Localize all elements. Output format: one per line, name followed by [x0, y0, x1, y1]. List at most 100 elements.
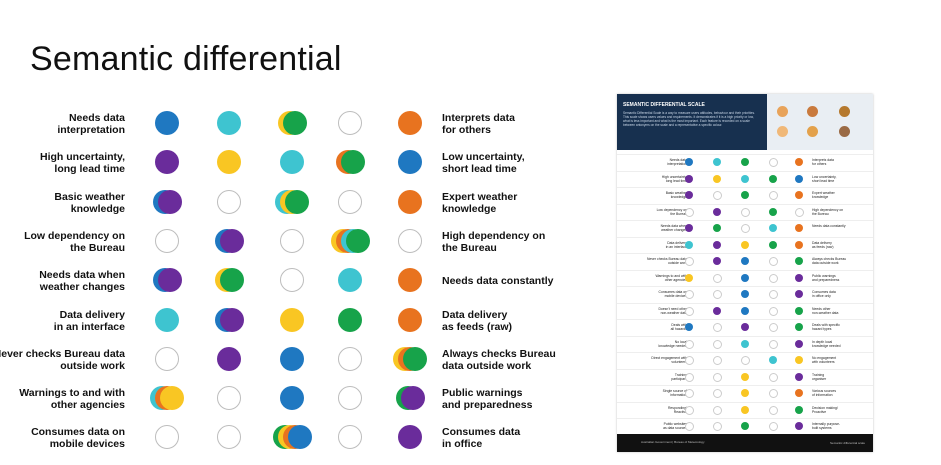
- orange-persona-dot: [398, 189, 422, 214]
- blue-poster-dot: [741, 290, 749, 298]
- poster-left-label: Low dependency on the Bureau: [656, 207, 687, 216]
- poster-empty-circle: [769, 191, 778, 200]
- scale-point: [204, 425, 254, 451]
- green-poster-dot: [741, 422, 749, 430]
- persona-avatar: [807, 126, 818, 137]
- scale-point: [385, 307, 435, 334]
- scale-row: Needs data interpretation Interprets data…: [0, 104, 600, 144]
- poster-right-label: Interprets data for others: [812, 158, 834, 166]
- poster-right-label: Deals with specific hazard types: [812, 323, 840, 331]
- poster-empty-circle: [685, 207, 694, 217]
- scale-point: [267, 228, 317, 255]
- yellow-poster-dot: [741, 405, 749, 414]
- empty-circle: [217, 189, 241, 214]
- poster-left-label: Consumes data on mobile devices: [658, 290, 687, 298]
- poster-left-label: Warnings to and with other agencies: [655, 273, 687, 282]
- orange-poster-dot: [795, 240, 803, 249]
- green-persona-dot: [340, 150, 365, 175]
- scale-point: [385, 228, 435, 255]
- scale-point: [325, 189, 375, 216]
- poster-scale-row: Warnings to and with other agencies Publi…: [617, 269, 873, 286]
- left-attribute-label: Needs data interpretation: [57, 112, 125, 136]
- blue-persona-dot: [398, 150, 422, 175]
- poster-right-label: In depth local knowledge needed: [812, 339, 841, 348]
- scale-point: [385, 111, 435, 137]
- blue-persona-dot: [280, 386, 304, 411]
- purple-persona-dot: [400, 386, 425, 411]
- empty-circle: [338, 189, 362, 214]
- poster-empty-circle: [685, 422, 694, 431]
- yellow-persona-dot: [280, 307, 304, 332]
- scale-point: [325, 346, 375, 373]
- scale-point: [325, 150, 375, 176]
- purple-poster-dot: [713, 306, 721, 315]
- poster-empty-circle: [741, 207, 750, 217]
- poster-right-label: Training organiser: [812, 372, 827, 381]
- poster-right-label: Data delivery as feeds (raw): [812, 240, 834, 249]
- purple-persona-dot: [217, 346, 241, 371]
- poster-empty-circle: [769, 306, 778, 316]
- poster-left-label: Never checks Bureau data outside work: [647, 257, 687, 265]
- empty-circle: [338, 386, 362, 411]
- poster-footer-right: Semantic differential scale: [830, 441, 865, 445]
- green-persona-dot: [338, 307, 362, 332]
- yellow-poster-dot: [741, 389, 749, 397]
- blue-poster-dot: [685, 158, 693, 166]
- poster-right-label: Various sources of information: [812, 389, 837, 397]
- right-attribute-label: Always checks Bureau data outside work: [442, 347, 556, 372]
- scale-point: [325, 111, 375, 137]
- purple-poster-dot: [795, 273, 803, 282]
- purple-persona-dot: [157, 189, 182, 214]
- poster-scale-row: Consumes data on mobile devices Consumes …: [617, 286, 873, 302]
- orange-persona-dot: [398, 111, 422, 135]
- blue-poster-dot: [795, 174, 803, 183]
- scale-point: [142, 346, 192, 373]
- persona-avatar: [777, 126, 788, 137]
- teal-persona-dot: [155, 307, 179, 332]
- orange-poster-dot: [795, 389, 803, 397]
- poster-scale-row: Training participant Training organiser: [617, 368, 873, 385]
- yellow-persona-dot: [217, 150, 241, 175]
- purple-poster-dot: [713, 240, 721, 249]
- purple-persona-dot: [157, 268, 182, 293]
- teal-poster-dot: [685, 240, 693, 249]
- orange-persona-dot: [398, 268, 422, 293]
- purple-poster-dot: [685, 224, 693, 232]
- scale-point: [325, 228, 375, 255]
- poster-left-label: Single source of information: [662, 389, 687, 397]
- teal-poster-dot: [769, 356, 777, 364]
- empty-circle: [338, 111, 362, 135]
- scale-point: [325, 425, 375, 451]
- right-attribute-label: Low uncertainty, short lead time: [442, 151, 525, 176]
- poster-empty-circle: [685, 356, 694, 365]
- empty-circle: [338, 346, 362, 371]
- scale-point: [142, 268, 192, 294]
- green-poster-dot: [769, 174, 777, 183]
- orange-poster-dot: [795, 191, 803, 199]
- poster-left-label: No local knowledge needed: [658, 339, 687, 348]
- poster-empty-circle: [769, 257, 778, 266]
- poster-header: SEMANTIC DIFFERENTIAL SCALE Semantic Dif…: [617, 94, 767, 150]
- poster-empty-circle: [769, 389, 778, 398]
- poster-empty-circle: [685, 405, 694, 415]
- persona-avatar: [839, 106, 850, 117]
- scale-point: [142, 307, 192, 334]
- poster-empty-circle: [685, 306, 694, 316]
- blue-poster-dot: [741, 306, 749, 315]
- green-poster-dot: [795, 405, 803, 414]
- poster-left-label: Deals with all hazards: [670, 323, 687, 331]
- poster-empty-circle: [685, 257, 694, 266]
- poster-empty-circle: [769, 339, 778, 349]
- poster-right-label: Public warnings and preparedness: [812, 273, 840, 282]
- poster-scale-row: Responding/ Reactive Decision making/ Pro…: [617, 401, 873, 418]
- right-attribute-label: Public warnings and preparedness: [442, 387, 533, 412]
- left-attribute-label: Basic weather knowledge: [54, 190, 125, 215]
- poster-left-label: Responding/ Reactive: [667, 405, 687, 414]
- left-attribute-label: Needs data when weather changes: [39, 269, 125, 294]
- purple-poster-dot: [795, 290, 803, 298]
- poster-empty-circle: [713, 372, 722, 382]
- right-attribute-label: Needs data constantly: [442, 275, 554, 288]
- poster-scale-row: Data delivery in an interface Data delive…: [617, 236, 873, 253]
- purple-persona-dot: [219, 307, 244, 332]
- empty-circle: [155, 425, 179, 450]
